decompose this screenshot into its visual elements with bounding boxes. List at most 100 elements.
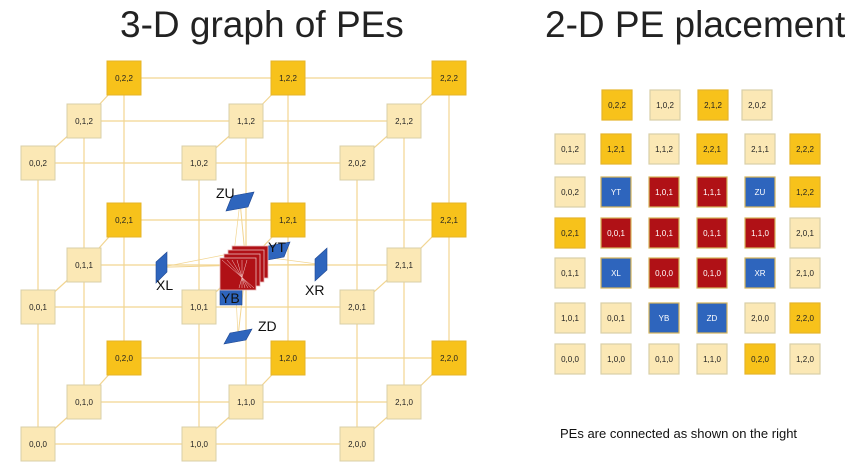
placement-cell-box	[554, 302, 586, 334]
placement-row-4: 0,1,1 XL 0,0,0 0,1,0 XR 2,1,0	[554, 257, 821, 289]
pe-node-box	[66, 103, 102, 139]
pe-node-1-2-2: 1,2,2	[270, 60, 306, 96]
placement-cell-box	[789, 217, 821, 249]
pe-node-label: 1,0,2	[190, 159, 208, 168]
pe-node-box	[20, 145, 56, 181]
plate-xl	[155, 251, 168, 284]
pe-node-label: 2,2,0	[440, 354, 458, 363]
pe-node-label: 0,2,2	[115, 74, 133, 83]
pe-node-1-0-0: 1,0,0	[181, 426, 217, 462]
pe-node-1-1-0: 1,1,0	[228, 384, 264, 420]
placement-panel: 0,2,2 1,0,2 2,1,2 2,0,2 0,1,2 1,2,1 1,1,2 2,2,1…	[540, 84, 832, 380]
placement-cell-label: 1,0,1	[561, 314, 579, 323]
pe-node-2-2-0: 2,2,0	[431, 340, 467, 376]
placement-cell-label: XL	[611, 269, 621, 278]
placement-cell-label: 1,1,0	[703, 355, 721, 364]
pe-node-box	[386, 384, 422, 420]
graph-3d-title: 3-D graph of PEs	[120, 4, 404, 45]
pe-node-label: 1,1,0	[237, 398, 255, 407]
placement-row-6: 0,0,0 1,0,0 0,1,0 1,1,0 0,2,0 1,2,0	[554, 343, 821, 375]
pe-node-2-2-2: 2,2,2	[431, 60, 467, 96]
pe-node-0-1-1: 0,1,1	[66, 247, 102, 283]
pe-node-label: 2,2,1	[440, 216, 458, 225]
placement-cell-box	[554, 217, 586, 249]
placement-cell-2-0: 0,0,2	[554, 176, 586, 208]
pe-node-box	[228, 384, 264, 420]
pe-node-0-0-2: 0,0,2	[20, 145, 56, 181]
pe-node-label: 2,0,2	[348, 159, 366, 168]
placement-cell-box	[600, 302, 632, 334]
placement-cell-label: 1,2,0	[796, 355, 814, 364]
placement-cell-3-2: 1,0,1	[648, 217, 680, 249]
placement-cell-box	[696, 176, 728, 208]
pe-node-box	[431, 340, 467, 376]
placement-cell-box	[554, 343, 586, 375]
placement-cell-label: YT	[611, 188, 621, 197]
placement-cell-4-1: XL	[600, 257, 632, 289]
placement-cell-label: 2,0,1	[796, 229, 814, 238]
pe-node-box	[20, 426, 56, 462]
pe-node-label: 1,1,2	[237, 117, 255, 126]
placement-cell-5-2: YB	[648, 302, 680, 334]
pe-node-box	[270, 202, 306, 238]
placement-row-1: 0,1,2 1,2,1 1,1,2 2,2,1 2,1,1 2,2,2	[554, 133, 821, 165]
pe-node-box	[339, 145, 375, 181]
pe-node-label: 0,2,0	[115, 354, 133, 363]
placement-cell-label: 0,1,1	[561, 269, 579, 278]
plate-label-yb: YB	[221, 290, 240, 306]
pe-node-label: 2,2,2	[440, 74, 458, 83]
pe-node-label: 1,2,2	[279, 74, 297, 83]
pe-node-1-1-2: 1,1,2	[228, 103, 264, 139]
placement-cell-2-2: 1,0,1	[648, 176, 680, 208]
pe-node-box	[106, 340, 142, 376]
placement-cell-box	[744, 217, 776, 249]
pe-node-box	[431, 60, 467, 96]
placement-cell-box	[648, 302, 680, 334]
pe-node-label: 1,0,1	[190, 303, 208, 312]
placement-cell-1-0: 0,1,2	[554, 133, 586, 165]
core-wire	[238, 259, 248, 289]
placement-cell-3-5: 2,0,1	[789, 217, 821, 249]
placement-cell-6-3: 1,1,0	[696, 343, 728, 375]
placement-cell-label: 2,0,0	[751, 314, 769, 323]
caption: PEs are connected as shown on the right	[560, 426, 798, 441]
placement-cell-label: 1,1,0	[751, 229, 769, 238]
plate-label-zd: ZD	[258, 318, 277, 334]
placement-cell-label: 2,1,2	[704, 101, 722, 110]
plate-label-yt: YT	[268, 239, 286, 255]
placement-cell-3-4: 1,1,0	[744, 217, 776, 249]
pe-node-label: 0,0,1	[29, 303, 47, 312]
placement-cell-label: 1,2,2	[796, 188, 814, 197]
placement-cell-6-5: 1,2,0	[789, 343, 821, 375]
placement-cell-5-4: 2,0,0	[744, 302, 776, 334]
placement-cell-1-4: 2,1,1	[744, 133, 776, 165]
placement-cell-label: 0,0,0	[655, 269, 673, 278]
pe-node-box	[431, 202, 467, 238]
placement-row-2: 0,0,2 YT 1,0,1 1,1,1 ZU 1,2,2	[554, 176, 821, 208]
core-wire	[221, 259, 255, 289]
pe-node-box	[106, 202, 142, 238]
placement-cell-label: 0,0,1	[607, 314, 625, 323]
placement-cell-1-5: 2,2,2	[789, 133, 821, 165]
placement-cell-box	[554, 133, 586, 165]
placement-cell-box	[789, 176, 821, 208]
placement-cell-label: 0,2,1	[561, 229, 579, 238]
graph-nodes: 0,2,2 1,2,2 2,2,2 0,1,2 1,1,2 2,1,2 0,0,2 1,0,2…	[20, 60, 467, 462]
placement-cell-label: 2,1,1	[751, 145, 769, 154]
pe-node-box	[181, 289, 217, 325]
placement-cell-6-4: 0,2,0	[744, 343, 776, 375]
placement-cell-box	[744, 176, 776, 208]
placement-cell-2-4: ZU	[744, 176, 776, 208]
placement-cell-box	[696, 302, 728, 334]
pe-node-box	[106, 60, 142, 96]
pe-node-box	[339, 426, 375, 462]
placement-cell-label: 1,1,2	[655, 145, 673, 154]
center-processor-group: ZU YT XL XR YB ZD	[155, 185, 328, 345]
placement-cell-label: 0,1,1	[703, 229, 721, 238]
placement-cell-label: 2,0,2	[748, 101, 766, 110]
placement-cell-box	[789, 302, 821, 334]
placement-row-3: 0,2,1 0,0,1 1,0,1 0,1,1 1,1,0 2,0,1	[554, 217, 821, 249]
placement-cell-label: 0,1,2	[561, 145, 579, 154]
placement-cell-label: XR	[754, 269, 765, 278]
placement-cell-4-2: 0,0,0	[648, 257, 680, 289]
